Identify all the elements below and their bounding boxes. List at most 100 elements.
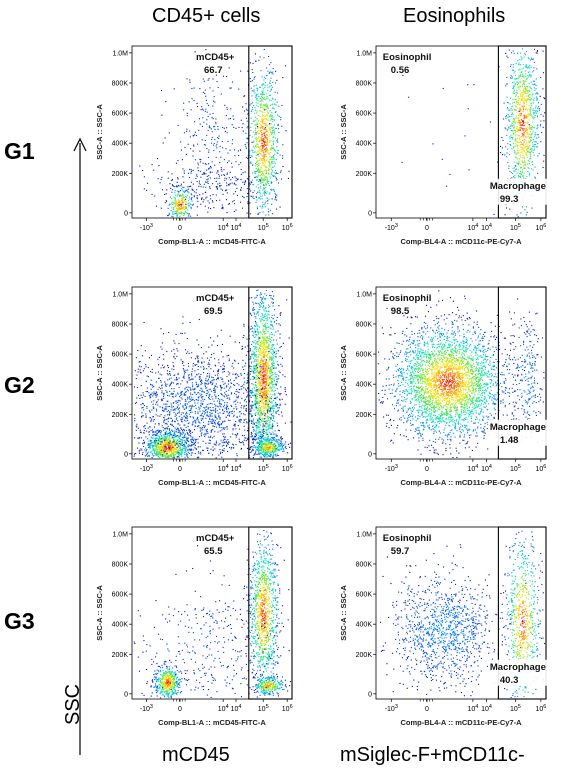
y-tick-label: 600K xyxy=(356,352,373,359)
y-axis-title: SSC-A :: SSC-A xyxy=(339,104,348,160)
y-tick-label: 400K xyxy=(356,622,373,629)
x-tick-label: 106 xyxy=(535,464,546,473)
gate-name: Macrophage xyxy=(490,422,546,433)
x-tick-label: 104 xyxy=(218,704,229,713)
gate-name: Eosinophil xyxy=(383,293,432,304)
y-tick-label: 400K xyxy=(112,622,129,629)
y-tick-label: 400K xyxy=(112,141,129,148)
plot-g3-cd45: 1.0M 800K 600K 400K 200K 0 -103 0 104 104 105 106 Co… xyxy=(92,523,312,745)
scatter-plot-svg: 1.0M 800K 600K 400K 200K 0 -103 0 104 104 105 106 Co… xyxy=(339,286,550,487)
y-tick-label: 400K xyxy=(356,141,373,148)
gate-rectangle xyxy=(497,286,547,460)
x-tick-label: 105 xyxy=(510,223,521,232)
scatter-points xyxy=(377,290,545,459)
y-axis-title: SSC-A :: SSC-A xyxy=(95,345,104,401)
x-tick-label: -103 xyxy=(385,704,398,713)
gate-percentage: 1.48 xyxy=(500,435,519,446)
y-tick-label: 0 xyxy=(124,691,128,698)
x-axis-title: Comp-BL1-A :: mCD45-FITC-A xyxy=(158,237,266,246)
y-tick-label: 400K xyxy=(356,382,373,389)
row-label-g2: G2 xyxy=(4,372,35,398)
plot-g1-cd45: 1.0M 800K 600K 400K 200K 0 -103 0 104 104 105 106 Co… xyxy=(92,42,312,264)
bottom-label-msiglec: mSiglec-F+mCD11c- xyxy=(340,744,525,766)
ssc-arrow xyxy=(73,137,87,755)
gate-rectangle xyxy=(497,526,547,700)
x-tick-label: -103 xyxy=(140,223,153,232)
y-tick-label: 600K xyxy=(112,111,129,118)
plot-g3-eosinophils: 1.0M 800K 600K 400K 200K 0 -103 0 104 104 105 106 Co… xyxy=(336,523,566,745)
x-tick-label: -103 xyxy=(385,223,398,232)
gate-name: Eosinophil xyxy=(383,533,432,544)
gate-percentage: 66.7 xyxy=(204,65,223,76)
x-tick-label: 0 xyxy=(178,466,182,473)
x-tick-label: 106 xyxy=(535,223,546,232)
x-tick-label: 104 xyxy=(218,464,229,473)
gate-percentage: 40.3 xyxy=(500,675,519,686)
scatter-points xyxy=(401,48,546,218)
gate-rectangle xyxy=(248,526,293,700)
y-tick-label: 1.0M xyxy=(356,291,372,298)
y-tick-label: 800K xyxy=(356,80,373,87)
x-tick-label: 104 xyxy=(231,704,242,713)
x-tick-label: 0 xyxy=(425,466,429,473)
x-tick-label: 104 xyxy=(467,464,478,473)
y-tick-label: 1.0M xyxy=(356,531,372,538)
x-tick-label: 105 xyxy=(258,464,269,473)
x-tick-label: 0 xyxy=(425,225,429,232)
y-tick-label: 600K xyxy=(356,111,373,118)
gate-name: mCD45+ xyxy=(196,52,235,63)
y-tick-label: 800K xyxy=(112,561,129,568)
x-tick-label: 104 xyxy=(467,704,478,713)
gate-percentage: 69.5 xyxy=(204,306,223,317)
y-tick-label: 1.0M xyxy=(112,531,128,538)
column-header-cd45: CD45+ cells xyxy=(152,5,261,27)
x-tick-label: 104 xyxy=(481,704,492,713)
y-tick-label: 800K xyxy=(356,561,373,568)
y-tick-label: 200K xyxy=(356,171,373,178)
y-tick-label: 0 xyxy=(124,210,128,217)
x-tick-label: 106 xyxy=(282,704,293,713)
y-tick-label: 0 xyxy=(368,451,372,458)
y-tick-label: 1.0M xyxy=(112,291,128,298)
y-tick-label: 200K xyxy=(356,412,373,419)
gate-name: Macrophage xyxy=(490,181,546,192)
x-tick-label: 106 xyxy=(535,704,546,713)
scatter-points xyxy=(139,48,290,218)
scatter-plot-svg: 1.0M 800K 600K 400K 200K 0 -103 0 104 104 105 106 Co… xyxy=(95,526,293,727)
y-tick-label: 0 xyxy=(124,451,128,458)
y-tick-label: 400K xyxy=(112,382,129,389)
gate-percentage: 0.56 xyxy=(391,65,410,76)
x-tick-label: 104 xyxy=(231,223,242,232)
scatter-plot-svg: 1.0M 800K 600K 400K 200K 0 -103 0 104 104 105 106 Co… xyxy=(339,45,550,246)
y-tick-label: 600K xyxy=(356,592,373,599)
gate-name: mCD45+ xyxy=(196,293,235,304)
gate-rectangle xyxy=(497,45,547,219)
y-tick-label: 1.0M xyxy=(356,50,372,57)
y-axis-title: SSC-A :: SSC-A xyxy=(339,345,348,401)
y-tick-label: 0 xyxy=(368,210,372,217)
plot-g2-cd45: 1.0M 800K 600K 400K 200K 0 -103 0 104 104 105 106 Co… xyxy=(92,283,312,505)
x-axis-title: Comp-BL4-A :: mCD11c-PE-Cy7-A xyxy=(401,718,523,727)
y-tick-label: 200K xyxy=(356,652,373,659)
y-axis-title: SSC-A :: SSC-A xyxy=(95,585,104,641)
x-tick-label: 105 xyxy=(258,223,269,232)
gate-name: Macrophage xyxy=(490,662,546,673)
x-tick-label: -103 xyxy=(385,464,398,473)
y-tick-label: 200K xyxy=(112,171,129,178)
bottom-label-mcd45: mCD45 xyxy=(162,744,230,766)
column-header-eosinophils: Eosinophils xyxy=(403,5,506,27)
x-tick-label: -103 xyxy=(140,704,153,713)
y-tick-label: 200K xyxy=(112,412,129,419)
y-tick-label: 600K xyxy=(112,352,129,359)
x-tick-label: 104 xyxy=(231,464,242,473)
scatter-points xyxy=(133,530,291,699)
x-tick-label: 104 xyxy=(481,464,492,473)
x-tick-label: 0 xyxy=(178,225,182,232)
x-tick-label: -103 xyxy=(140,464,153,473)
x-tick-label: 104 xyxy=(481,223,492,232)
x-axis-title: Comp-BL4-A :: mCD11c-PE-Cy7-A xyxy=(401,478,523,487)
plot-g1-eosinophils: 1.0M 800K 600K 400K 200K 0 -103 0 104 104 105 106 Co… xyxy=(336,42,566,264)
x-tick-label: 105 xyxy=(510,704,521,713)
gate-percentage: 59.7 xyxy=(391,546,410,557)
y-tick-label: 1.0M xyxy=(112,50,128,57)
